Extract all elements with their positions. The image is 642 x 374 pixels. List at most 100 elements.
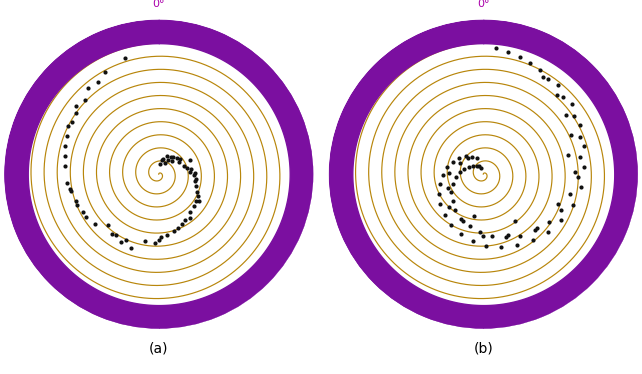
Point	[578, 164, 589, 170]
Point	[163, 157, 173, 163]
Point	[189, 172, 199, 178]
Point	[566, 101, 577, 107]
Point	[160, 160, 170, 166]
Point	[93, 79, 103, 85]
Point	[456, 216, 466, 222]
Point	[535, 67, 546, 73]
Point	[62, 180, 73, 186]
Point	[60, 143, 70, 149]
Point	[83, 85, 94, 91]
Point	[501, 234, 511, 240]
Point	[107, 231, 117, 237]
Point	[186, 166, 196, 172]
Point	[438, 172, 448, 178]
Point	[157, 157, 167, 163]
Point	[150, 240, 160, 246]
Point	[194, 197, 204, 203]
Point	[525, 60, 535, 66]
Point	[538, 74, 548, 80]
Point	[71, 202, 82, 208]
Point	[442, 185, 453, 191]
Point	[514, 53, 525, 59]
Point	[458, 218, 468, 224]
Point	[177, 221, 187, 227]
Point	[579, 143, 589, 149]
Point	[153, 237, 164, 243]
Point	[191, 183, 202, 189]
Point	[503, 49, 513, 55]
Point	[434, 191, 444, 197]
Point	[100, 69, 110, 75]
Point	[89, 221, 100, 227]
Point	[191, 189, 202, 195]
Point	[455, 160, 465, 166]
Point	[103, 223, 113, 229]
Point	[446, 189, 456, 195]
Point	[448, 159, 458, 165]
Point	[568, 202, 578, 208]
Point	[528, 237, 538, 243]
Point	[553, 82, 564, 88]
Point	[503, 232, 514, 237]
Point	[60, 153, 70, 159]
Point	[512, 242, 522, 248]
Point	[467, 154, 477, 160]
Point	[469, 214, 480, 220]
Point	[532, 224, 542, 230]
Text: (a): (a)	[149, 341, 168, 355]
Point	[460, 153, 471, 159]
Point	[472, 155, 482, 161]
Point	[185, 215, 195, 221]
Point	[66, 188, 76, 194]
Point	[444, 204, 455, 210]
Point	[442, 164, 453, 170]
Point	[476, 165, 487, 171]
Point	[120, 55, 130, 61]
Point	[543, 76, 553, 82]
Point	[467, 238, 478, 244]
Point	[162, 153, 172, 159]
Point	[166, 158, 177, 164]
Point	[64, 123, 74, 129]
Point	[62, 134, 72, 140]
Point	[552, 92, 562, 98]
Point	[573, 174, 583, 180]
Point	[189, 203, 199, 209]
Point	[80, 97, 90, 103]
Point	[191, 198, 201, 204]
Point	[448, 181, 458, 187]
Point	[561, 112, 571, 118]
Point	[64, 186, 74, 192]
Point	[496, 243, 507, 249]
Point	[156, 234, 166, 240]
Point	[162, 232, 173, 238]
Point	[168, 154, 178, 160]
Point	[60, 163, 70, 169]
Point	[566, 132, 576, 138]
Point	[562, 152, 573, 158]
Point	[464, 223, 474, 229]
Point	[459, 166, 469, 172]
Point	[474, 163, 484, 169]
Point	[178, 163, 189, 169]
Point	[575, 134, 585, 140]
Point	[447, 198, 458, 204]
Point	[121, 237, 132, 243]
Point	[190, 171, 200, 177]
Point	[186, 209, 196, 215]
Point	[570, 169, 580, 175]
Point	[158, 156, 168, 162]
Point	[191, 176, 202, 182]
Point	[558, 94, 568, 99]
Point	[544, 219, 554, 225]
Point	[576, 184, 586, 190]
Point	[111, 232, 121, 238]
Point	[78, 209, 88, 215]
Point	[439, 212, 449, 218]
Point	[542, 229, 553, 235]
Point	[155, 161, 165, 167]
Point	[435, 201, 446, 207]
Point	[71, 110, 81, 116]
Point	[464, 164, 474, 170]
Point	[475, 229, 485, 234]
